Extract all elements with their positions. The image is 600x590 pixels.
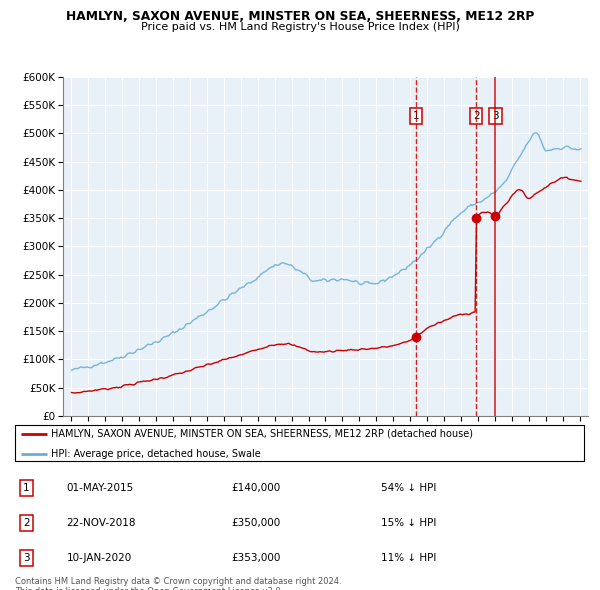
Text: 2: 2	[23, 518, 30, 528]
Text: HPI: Average price, detached house, Swale: HPI: Average price, detached house, Swal…	[51, 450, 261, 460]
Text: HAMLYN, SAXON AVENUE, MINSTER ON SEA, SHEERNESS, ME12 2RP: HAMLYN, SAXON AVENUE, MINSTER ON SEA, SH…	[66, 10, 534, 23]
Text: 01-MAY-2015: 01-MAY-2015	[67, 483, 134, 493]
Text: Contains HM Land Registry data © Crown copyright and database right 2024.
This d: Contains HM Land Registry data © Crown c…	[15, 577, 341, 590]
Text: £350,000: £350,000	[231, 518, 280, 528]
Text: 11% ↓ HPI: 11% ↓ HPI	[380, 553, 436, 563]
Text: £353,000: £353,000	[231, 553, 280, 563]
Text: 3: 3	[23, 553, 30, 563]
Text: 10-JAN-2020: 10-JAN-2020	[67, 553, 132, 563]
Text: 22-NOV-2018: 22-NOV-2018	[67, 518, 136, 528]
Text: Price paid vs. HM Land Registry's House Price Index (HPI): Price paid vs. HM Land Registry's House …	[140, 22, 460, 32]
Text: 1: 1	[412, 112, 419, 122]
Text: 15% ↓ HPI: 15% ↓ HPI	[380, 518, 436, 528]
Text: 2: 2	[473, 112, 479, 122]
Text: 1: 1	[23, 483, 30, 493]
Text: £140,000: £140,000	[231, 483, 280, 493]
Text: HAMLYN, SAXON AVENUE, MINSTER ON SEA, SHEERNESS, ME12 2RP (detached house): HAMLYN, SAXON AVENUE, MINSTER ON SEA, SH…	[51, 429, 473, 439]
FancyBboxPatch shape	[15, 425, 584, 461]
Text: 54% ↓ HPI: 54% ↓ HPI	[380, 483, 436, 493]
Text: 3: 3	[492, 112, 499, 122]
